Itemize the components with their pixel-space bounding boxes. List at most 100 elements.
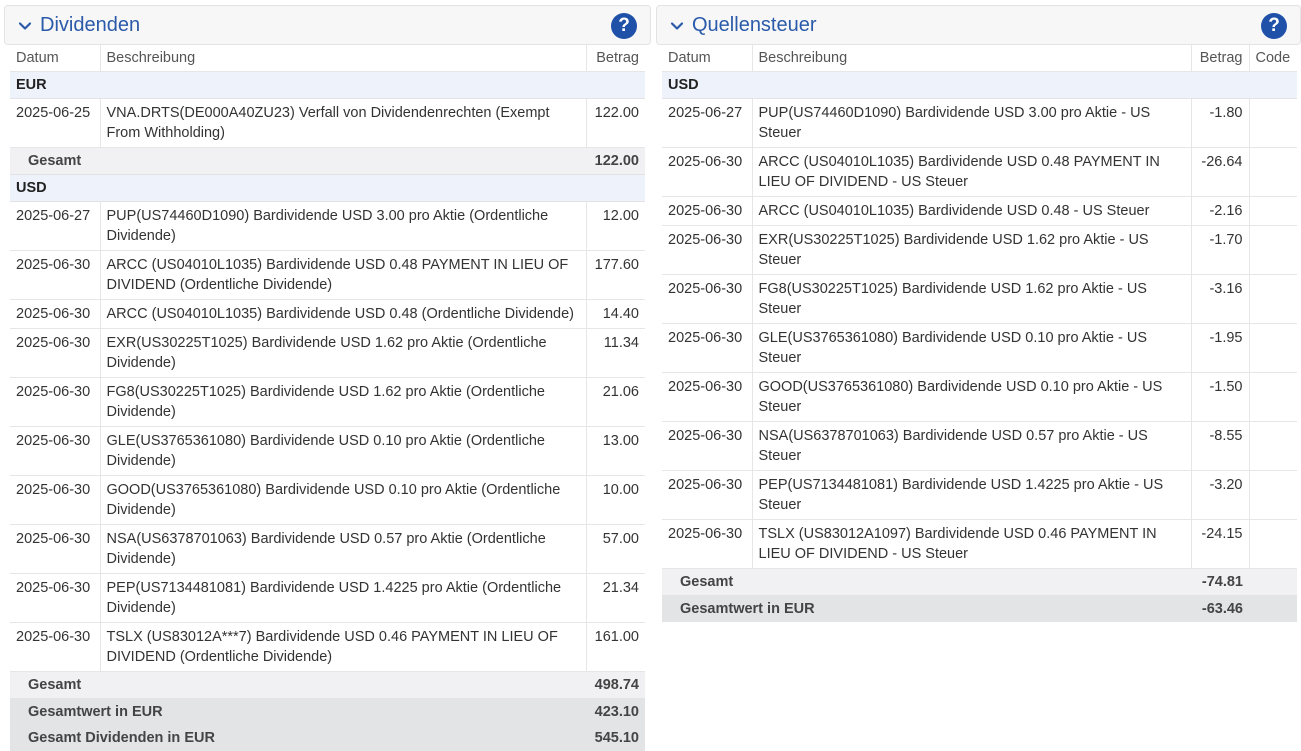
row-amount: 161.00: [586, 622, 645, 672]
table-row[interactable]: 2025-06-27 PUP(US74460D1090) Bardividende…: [10, 201, 645, 251]
row-amount: 10.00: [586, 475, 645, 525]
row-date: 2025-06-30: [10, 377, 101, 427]
row-amount: -1.70: [1191, 225, 1250, 275]
table-row[interactable]: 2025-06-30 TSLX (US83012A1097) Bardividen…: [662, 519, 1297, 569]
row-amount: -1.80: [1191, 98, 1250, 148]
row-date: 2025-06-30: [10, 328, 101, 378]
total-label: Gesamt: [10, 147, 586, 175]
dividends-panel-header[interactable]: Dividenden ?: [4, 5, 651, 45]
table-row[interactable]: 2025-06-30 PEP(US7134481081) Bardividende…: [662, 470, 1297, 520]
total-value: 122.00: [586, 147, 645, 175]
row-amount: 21.06: [586, 377, 645, 427]
summary-row: Gesamtwert in EUR 423.10: [10, 698, 645, 725]
panel-title: Quellensteuer: [692, 14, 817, 36]
table-row[interactable]: 2025-06-30 GOOD(US3765361080) Bardividend…: [10, 475, 645, 525]
table-row[interactable]: 2025-06-27 PUP(US74460D1090) Bardividende…: [662, 98, 1297, 148]
summary-label: Gesamtwert in EUR: [10, 698, 586, 725]
row-description: TSLX (US83012A1097) Bardividende USD 0.4…: [752, 519, 1192, 569]
group-total-row: Gesamt 498.74: [10, 671, 645, 699]
currency-group-row: EUR: [10, 71, 645, 99]
table-row[interactable]: 2025-06-30 PEP(US7134481081) Bardividende…: [10, 573, 645, 623]
row-code: [1249, 372, 1297, 422]
row-description: ARCC (US04010L1035) Bardividende USD 0.4…: [752, 196, 1192, 226]
table-row[interactable]: 2025-06-30 EXR(US30225T1025) Bardividende…: [10, 328, 645, 378]
chevron-down-icon[interactable]: [18, 19, 32, 33]
col-header-amount[interactable]: Betrag: [1191, 45, 1250, 72]
col-header-description[interactable]: Beschreibung: [100, 45, 587, 72]
row-description: TSLX (US83012A***7) Bardividende USD 0.4…: [100, 622, 587, 672]
chevron-down-icon[interactable]: [670, 19, 684, 33]
row-date: 2025-06-30: [10, 250, 101, 300]
col-header-description[interactable]: Beschreibung: [752, 45, 1192, 72]
table-row[interactable]: 2025-06-25 VNA.DRTS(DE000A40ZU23) Verfall…: [10, 98, 645, 148]
table-row[interactable]: 2025-06-30 ARCC (US04010L1035) Bardividen…: [662, 147, 1297, 197]
row-date: 2025-06-30: [662, 147, 753, 197]
row-amount: 21.34: [586, 573, 645, 623]
row-amount: 14.40: [586, 299, 645, 329]
summary-value: -63.46: [1191, 595, 1249, 622]
row-amount: -3.20: [1191, 470, 1250, 520]
col-header-date[interactable]: Datum: [10, 45, 101, 72]
summary-row: Gesamt Dividenden in EUR 545.10: [10, 725, 645, 751]
row-amount: 12.00: [586, 201, 645, 251]
summary-label: Gesamt Dividenden in EUR: [10, 725, 586, 751]
row-code: [1249, 519, 1297, 569]
row-description: NSA(US6378701063) Bardividende USD 0.57 …: [752, 421, 1192, 471]
row-date: 2025-06-30: [662, 225, 753, 275]
total-value: -74.81: [1191, 568, 1249, 596]
row-description: FG8(US30225T1025) Bardividende USD 1.62 …: [752, 274, 1192, 324]
table-row[interactable]: 2025-06-30 FG8(US30225T1025) Bardividende…: [662, 274, 1297, 324]
col-header-amount[interactable]: Betrag: [586, 45, 645, 72]
row-description: PUP(US74460D1090) Bardividende USD 3.00 …: [752, 98, 1192, 148]
row-description: ARCC (US04010L1035) Bardividende USD 0.4…: [752, 147, 1192, 197]
table-row[interactable]: 2025-06-30 ARCC (US04010L1035) Bardividen…: [10, 250, 645, 300]
summary-code-cell: [1249, 595, 1297, 622]
table-row[interactable]: 2025-06-30 GOOD(US3765361080) Bardividend…: [662, 372, 1297, 422]
table-row[interactable]: 2025-06-30 FG8(US30225T1025) Bardividende…: [10, 377, 645, 427]
row-date: 2025-06-25: [10, 98, 101, 148]
table-row[interactable]: 2025-06-30 EXR(US30225T1025) Bardividende…: [662, 225, 1297, 275]
row-amount: 11.34: [586, 328, 645, 378]
row-code: [1249, 98, 1297, 148]
row-amount: 13.00: [586, 426, 645, 476]
table-row[interactable]: 2025-06-30 ARCC (US04010L1035) Bardividen…: [662, 196, 1297, 226]
table-row[interactable]: 2025-06-30 ARCC (US04010L1035) Bardividen…: [10, 299, 645, 329]
currency-label: EUR: [10, 71, 645, 99]
row-description: GOOD(US3765361080) Bardividende USD 0.10…: [100, 475, 587, 525]
summary-label: Gesamtwert in EUR: [662, 595, 1191, 622]
row-description: VNA.DRTS(DE000A40ZU23) Verfall von Divid…: [100, 98, 587, 148]
row-description: ARCC (US04010L1035) Bardividende USD 0.4…: [100, 250, 587, 300]
summary-value: 423.10: [586, 698, 645, 725]
total-value: 498.74: [586, 671, 645, 699]
row-description: EXR(US30225T1025) Bardividende USD 1.62 …: [100, 328, 587, 378]
withholding-tax-panel: Quellensteuer ? Datum Beschreibung Betra…: [656, 5, 1301, 622]
summary-row: Gesamtwert in EUR -63.46: [662, 595, 1297, 622]
table-row[interactable]: 2025-06-30 NSA(US6378701063) Bardividende…: [662, 421, 1297, 471]
summary-value: 545.10: [586, 725, 645, 751]
row-amount: 122.00: [586, 98, 645, 148]
row-date: 2025-06-30: [662, 519, 753, 569]
help-icon[interactable]: ?: [611, 13, 637, 39]
row-description: PUP(US74460D1090) Bardividende USD 3.00 …: [100, 201, 587, 251]
row-date: 2025-06-27: [662, 98, 753, 148]
table-row[interactable]: 2025-06-30 GLE(US3765361080) Bardividende…: [10, 426, 645, 476]
table-row[interactable]: 2025-06-30 NSA(US6378701063) Bardividende…: [10, 524, 645, 574]
group-total-row: Gesamt -74.81: [662, 568, 1297, 596]
row-code: [1249, 274, 1297, 324]
row-code: [1249, 421, 1297, 471]
row-amount: -1.50: [1191, 372, 1250, 422]
table-header-row: Datum Beschreibung Betrag: [10, 45, 645, 72]
currency-group-row: USD: [10, 174, 645, 202]
table-row[interactable]: 2025-06-30 GLE(US3765361080) Bardividende…: [662, 323, 1297, 373]
row-date: 2025-06-30: [662, 470, 753, 520]
row-date: 2025-06-30: [10, 622, 101, 672]
withholding-panel-header[interactable]: Quellensteuer ?: [656, 5, 1301, 45]
row-code: [1249, 470, 1297, 520]
table-row[interactable]: 2025-06-30 TSLX (US83012A***7) Bardividen…: [10, 622, 645, 672]
row-description: GLE(US3765361080) Bardividende USD 0.10 …: [100, 426, 587, 476]
col-header-code[interactable]: Code: [1249, 45, 1297, 72]
row-date: 2025-06-30: [10, 475, 101, 525]
help-icon[interactable]: ?: [1261, 13, 1287, 39]
col-header-date[interactable]: Datum: [662, 45, 753, 72]
row-code: [1249, 147, 1297, 197]
